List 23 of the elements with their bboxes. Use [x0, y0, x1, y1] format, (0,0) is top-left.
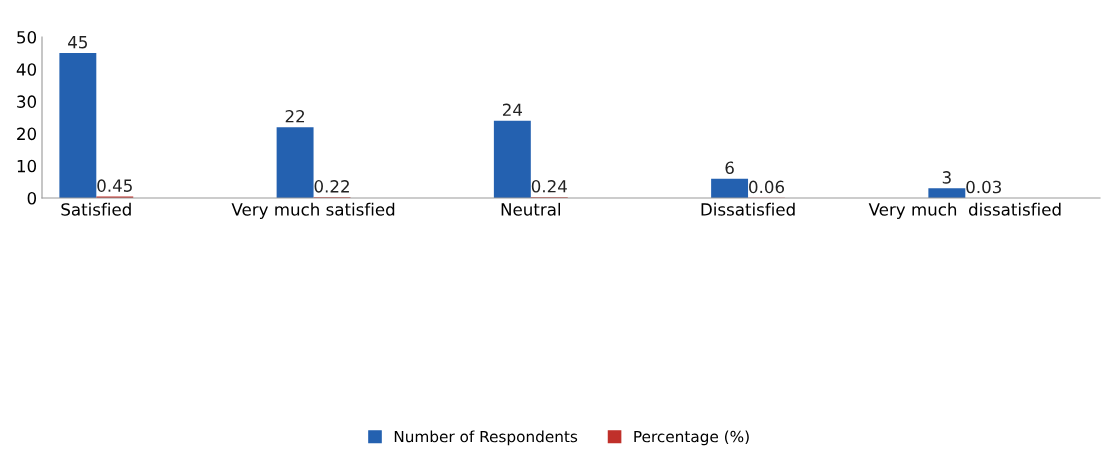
data-label: 22: [285, 109, 305, 123]
y-tick-label: 30: [17, 95, 37, 108]
legend-label: Percentage (%): [634, 430, 749, 446]
y-tick-label: 40: [16, 63, 37, 76]
x-tick-label: Very much satisfied: [231, 202, 395, 219]
data-label: 45: [68, 36, 87, 49]
y-tick-label: 50: [17, 30, 37, 44]
x-tick-label: Very much dissatisfied: [868, 202, 1061, 219]
x-tick-label: Satisfied: [61, 202, 131, 216]
data-label: 6: [725, 161, 734, 175]
data-label: 0.22: [314, 180, 349, 193]
data-label: 0.06: [749, 180, 785, 194]
y-tick-label: 10: [17, 159, 37, 173]
x-tick-label: Neutral: [501, 202, 560, 216]
data-label: 24: [502, 103, 523, 116]
x-tick-label: Dissatisfied: [701, 202, 795, 216]
data-label: 3: [942, 171, 951, 184]
legend-label: Number of Respondents: [394, 430, 578, 446]
data-label: 0.03: [966, 180, 1001, 194]
data-label: 0.24: [531, 180, 567, 193]
data-label: 0.45: [97, 179, 132, 192]
y-tick-label: 20: [17, 127, 37, 141]
y-tick-label: 0: [27, 191, 37, 205]
